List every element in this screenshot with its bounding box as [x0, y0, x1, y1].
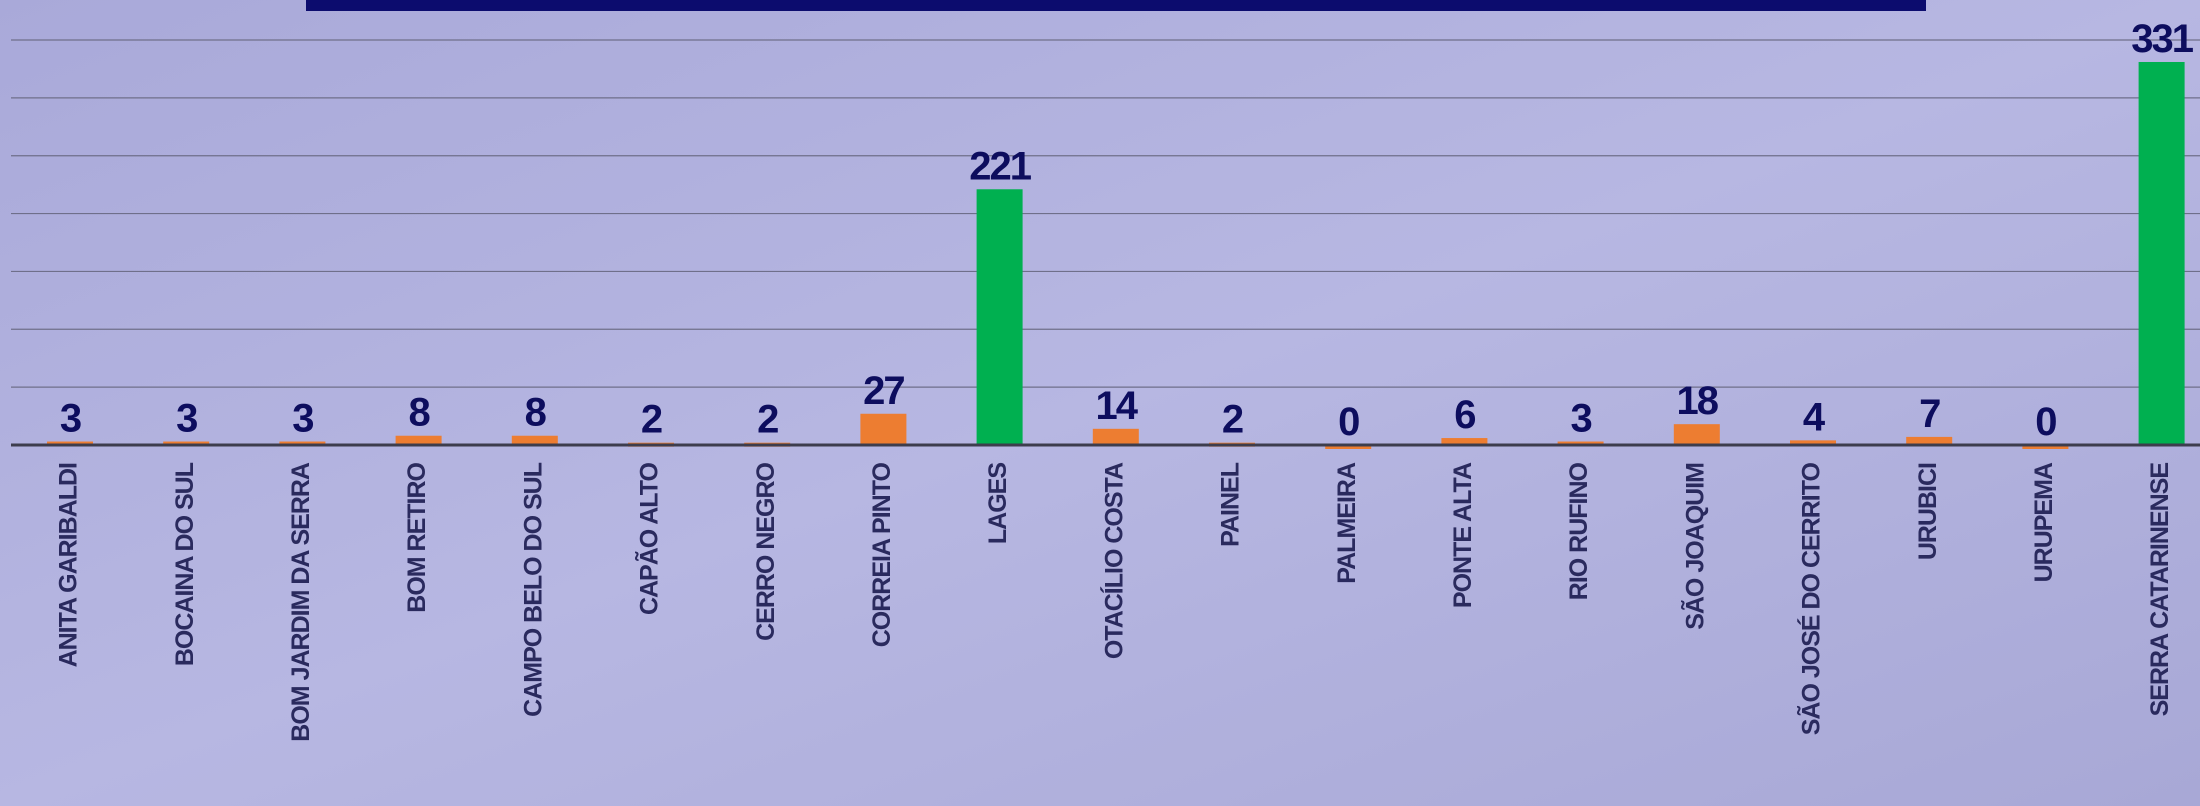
value-label: 6: [1454, 393, 1475, 437]
value-label: 8: [525, 391, 547, 435]
value-label: 2: [641, 398, 662, 442]
value-label: 3: [60, 397, 81, 441]
value-label: 221: [969, 144, 1031, 188]
value-label: 8: [408, 391, 430, 435]
value-label: 7: [1919, 392, 1940, 436]
chart: 3 ANITA GARIBALDI 3 BOCAINA DO SUL 3 BOM JARD…: [0, 0, 2200, 806]
value-label: 18: [1677, 379, 1719, 423]
x-tick-label: CAPÃO ALTO: [634, 462, 664, 615]
x-tick-label: BOCAINA DO SUL: [171, 462, 199, 666]
title-banner: [306, 0, 1926, 11]
x-tick-label: CAMPO BELO DO SUL: [519, 462, 547, 717]
bar: [2139, 62, 2185, 445]
x-tick-label: ANITA GARIBALDI: [55, 463, 83, 667]
x-tick-label: LAGES: [984, 463, 1012, 544]
x-tick-label: URUPEMA: [2030, 462, 2058, 582]
x-tick-label: RIO RUFINO: [1565, 462, 1593, 600]
value-label: 3: [176, 397, 197, 441]
value-label: 27: [863, 369, 904, 413]
x-tick-label: PAINEL: [1217, 462, 1245, 547]
value-label: 4: [1803, 395, 1826, 439]
x-tick-label: BOM JARDIM DA SERRA: [287, 462, 315, 742]
bar: [977, 189, 1023, 445]
value-label: 3: [292, 397, 313, 441]
value-label: 3: [1570, 397, 1591, 441]
value-label: 0: [2035, 400, 2056, 444]
x-tick-label: SERRA CATARINENSE: [2146, 463, 2174, 717]
value-label: 0: [1338, 400, 1359, 444]
x-tick-label: PONTE ALTA: [1449, 462, 1477, 608]
bar: [1674, 424, 1720, 445]
x-tick-label: CORREIA PINTO: [868, 462, 896, 647]
x-tick-label: URUBICI: [1914, 463, 1942, 560]
x-tick-label: CERRO NEGRO: [752, 462, 780, 640]
value-label: 2: [1222, 398, 1243, 442]
value-label: 2: [757, 398, 778, 442]
x-tick-label: SÃO JOAQUIM: [1679, 463, 1709, 630]
x-tick-label: SÃO JOSÉ DO CERRITO: [1796, 462, 1826, 735]
x-tick-label: BOM RETIRO: [403, 462, 431, 612]
x-tick-label: OTACÍLIO COSTA: [1099, 462, 1128, 659]
bar: [1093, 429, 1139, 445]
value-label: 331: [2131, 17, 2193, 61]
bar: [860, 414, 906, 445]
value-label: 14: [1096, 384, 1139, 428]
x-tick-label: PALMEIRA: [1333, 462, 1361, 584]
